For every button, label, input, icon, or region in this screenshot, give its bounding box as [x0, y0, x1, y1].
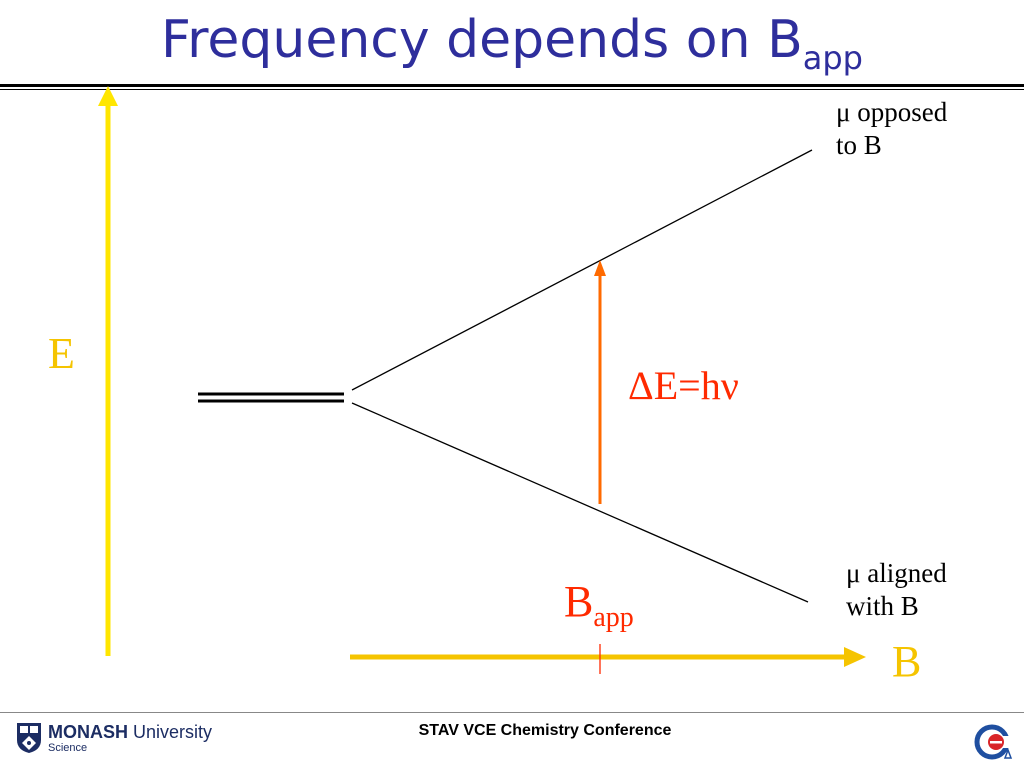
- monash-logo-rest: University: [128, 722, 213, 742]
- lower-energy-level: [351, 402, 809, 603]
- title-divider-thin: [0, 89, 1024, 90]
- title-divider: [0, 84, 1024, 87]
- upper-energy-level: [351, 149, 813, 391]
- energy-axis-arrowhead: [98, 86, 118, 106]
- lower-level-line-1: μ aligned: [846, 558, 947, 588]
- footer-divider: [0, 712, 1024, 713]
- title-main: Frequency depends on B: [161, 10, 803, 70]
- monash-crest-icon: [17, 723, 41, 753]
- field-axis-label: B: [892, 637, 922, 686]
- applied-field-main: B: [564, 577, 594, 626]
- lower-level-line-2: with B: [846, 591, 919, 621]
- footer-conference: STAV VCE Chemistry Conference: [418, 722, 672, 739]
- upper-level-label: μ opposed to B: [836, 96, 947, 162]
- applied-field-subscript: app: [593, 602, 634, 633]
- monash-logo-main: MONASH University: [48, 722, 212, 742]
- monash-logo: MONASH University Science: [16, 722, 212, 756]
- transition-label: ΔE=hν: [628, 363, 739, 408]
- monash-logo-text: MONASH University Science: [48, 722, 212, 754]
- cea-logo-icon: [974, 724, 1014, 760]
- energy-axis-label: E: [48, 329, 75, 378]
- field-axis-arrowhead: [844, 647, 866, 667]
- monash-logo-bold: MONASH: [48, 722, 128, 742]
- lower-level-label: μ aligned with B: [846, 557, 947, 623]
- title-subscript: app: [802, 39, 863, 77]
- transition-arrowhead: [594, 260, 606, 276]
- monash-logo-sub: Science: [48, 742, 88, 754]
- upper-level-line-1: μ opposed: [836, 97, 948, 127]
- upper-level-line-2: to B: [836, 130, 882, 160]
- page-title: Frequency depends on Bapp: [0, 0, 1024, 80]
- applied-field-label: Bapp: [564, 576, 634, 632]
